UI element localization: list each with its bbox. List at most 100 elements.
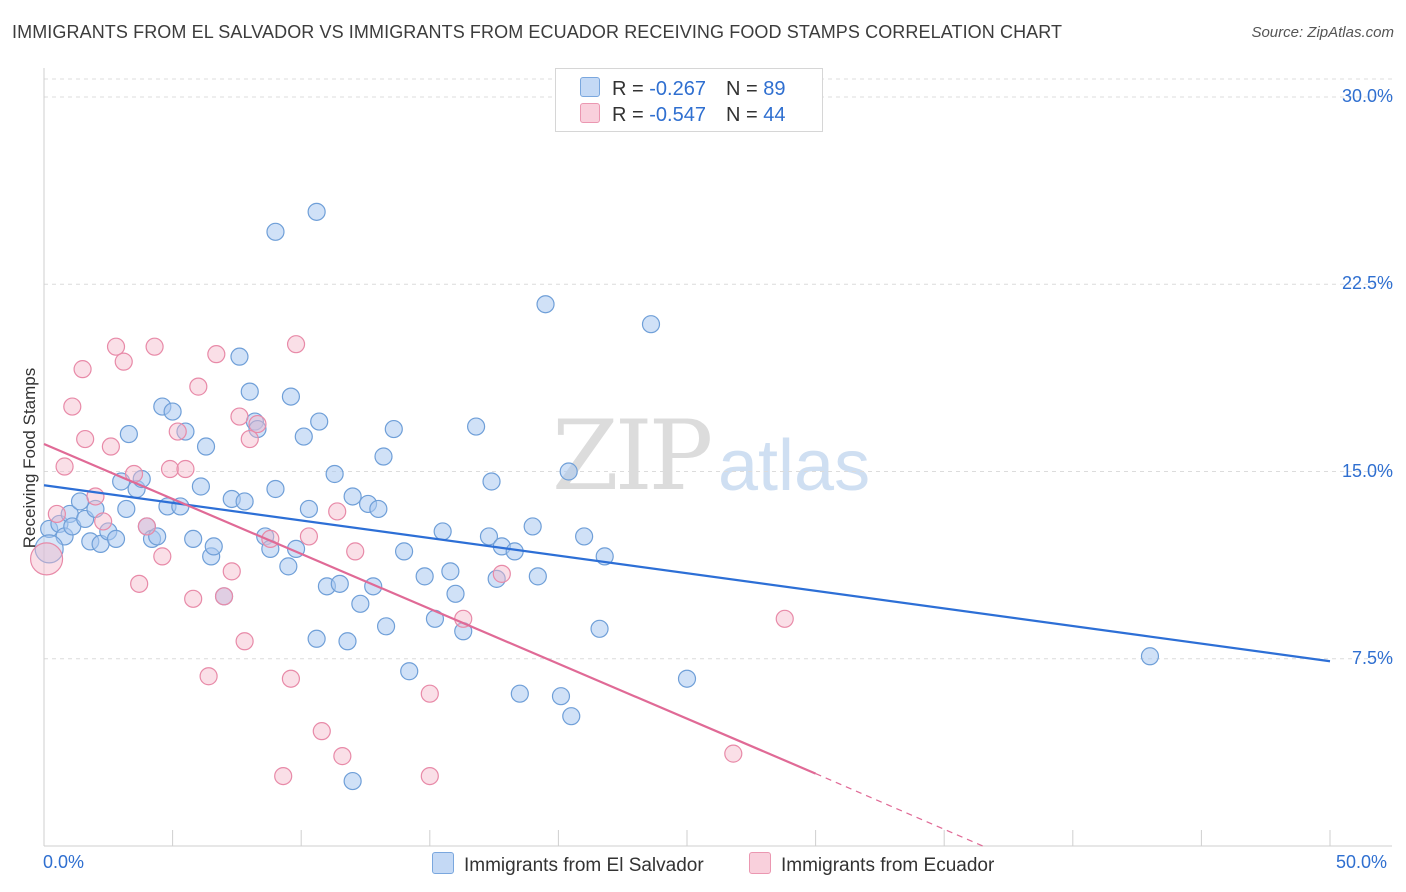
legend-swatch-pink xyxy=(580,103,600,123)
data-point-el-salvador xyxy=(415,567,434,586)
data-point-ecuador xyxy=(240,429,259,449)
data-point-el-salvador xyxy=(551,687,571,706)
data-point-el-salvador xyxy=(376,617,396,636)
data-point-ecuador xyxy=(153,547,172,566)
y-tick-label: 30.0% xyxy=(1341,86,1393,106)
data-point-el-salvador xyxy=(369,499,388,519)
data-point-ecuador xyxy=(55,457,74,476)
y-tick-label: 15.0% xyxy=(1341,460,1393,481)
data-point-el-salvador xyxy=(184,529,203,549)
data-point-el-salvador xyxy=(523,517,542,536)
data-point-el-salvador xyxy=(248,419,267,439)
legend-n-label: N = xyxy=(725,104,764,126)
data-point-el-salvador xyxy=(299,499,319,519)
data-point-el-salvador xyxy=(384,419,403,439)
data-point-ecuador xyxy=(106,337,126,356)
data-point-ecuador xyxy=(73,360,92,379)
data-point-el-salvador xyxy=(266,222,285,241)
x-tick-label-max: 50.0% xyxy=(1336,852,1388,872)
watermark-zip: ZIP xyxy=(552,400,713,512)
data-point-ecuador xyxy=(168,422,187,441)
data-point-el-salvador xyxy=(279,557,298,576)
data-point-el-salvador xyxy=(119,424,138,444)
data-point-ecuador xyxy=(189,377,208,396)
trend-line-ecuador xyxy=(43,443,817,775)
data-point-ecuador xyxy=(328,502,347,521)
data-point-el-salvador xyxy=(196,437,216,456)
data-point-ecuador xyxy=(420,684,439,703)
data-point-el-salvador xyxy=(240,382,259,401)
data-point-el-salvador xyxy=(307,629,326,648)
data-point-el-salvador xyxy=(487,569,506,588)
legend-n-label: N = xyxy=(725,78,764,100)
data-point-ecuador xyxy=(281,669,301,688)
data-point-el-salvador xyxy=(230,347,249,366)
data-point-el-salvador xyxy=(330,574,349,593)
data-point-ecuador xyxy=(145,337,164,356)
data-point-el-salvador xyxy=(677,669,697,688)
bottom-legend-swatch-blue xyxy=(432,852,454,874)
data-point-el-salvador xyxy=(641,315,661,334)
data-point-el-salvador xyxy=(575,527,594,546)
axes xyxy=(43,68,1392,847)
data-point-el-salvador xyxy=(266,479,285,499)
data-point-el-salvador xyxy=(34,534,64,564)
data-point-el-salvador xyxy=(310,412,329,431)
data-point-ecuador xyxy=(76,429,95,449)
y-tick-label: 7.5% xyxy=(1351,647,1393,668)
x-tick-label-min: 0.0% xyxy=(43,852,85,872)
data-point-ecuador xyxy=(29,542,64,576)
data-point-el-salvador xyxy=(351,594,370,613)
data-point-el-salvador xyxy=(394,542,414,561)
data-point-el-salvador xyxy=(106,529,126,549)
data-point-ecuador xyxy=(248,414,267,434)
trend-lines xyxy=(43,443,1331,847)
data-point-el-salvador xyxy=(536,295,555,314)
y-axis-label: Receiving Food Stamps xyxy=(20,367,39,549)
data-point-el-salvador xyxy=(176,422,195,441)
data-point-ecuador xyxy=(114,352,133,371)
bottom-legend-el-salvador: Immigrants from El Salvador xyxy=(432,852,704,877)
data-point-el-salvador xyxy=(204,537,223,556)
data-point-el-salvador xyxy=(466,417,486,436)
data-point-el-salvador xyxy=(562,707,581,726)
legend-r-value: -0.547 xyxy=(649,104,706,126)
data-point-el-salvador xyxy=(338,632,357,651)
correlation-legend: R = -0.267 N = 89 R = -0.547 N = 44 xyxy=(555,68,823,132)
data-point-el-salvador xyxy=(294,427,313,446)
data-point-el-salvador xyxy=(400,662,419,681)
data-point-ecuador xyxy=(130,574,149,593)
legend-row-el-salvador: R = -0.267 N = 89 xyxy=(580,77,785,101)
data-point-ecuador xyxy=(333,747,352,766)
data-point-el-salvador xyxy=(510,684,529,703)
data-point-ecuador xyxy=(160,459,180,479)
data-point-el-salvador xyxy=(343,487,362,506)
data-point-el-salvador xyxy=(70,492,90,511)
data-point-ecuador xyxy=(299,527,319,546)
grid-lines xyxy=(44,78,1392,660)
series-el-salvador-points xyxy=(34,202,1160,791)
y-tick-label: 22.5% xyxy=(1341,273,1393,294)
data-point-ecuador xyxy=(274,766,293,786)
data-point-ecuador xyxy=(346,542,365,561)
data-point-ecuador xyxy=(214,587,234,606)
data-point-el-salvador xyxy=(482,472,501,491)
source-label: Source: ZipAtlas.com xyxy=(1251,24,1394,41)
legend-r-label: R = xyxy=(612,78,650,100)
chart-title: IMMIGRANTS FROM EL SALVADOR VS IMMIGRANT… xyxy=(12,22,1063,42)
data-point-el-salvador xyxy=(433,522,452,541)
legend-r-value: -0.267 xyxy=(649,78,706,100)
series-ecuador-points xyxy=(29,335,794,786)
data-point-ecuador xyxy=(775,609,794,628)
data-point-el-salvador xyxy=(590,619,609,638)
data-point-el-salvador xyxy=(163,402,182,421)
bottom-legend-label-ecuador: Immigrants from Ecuador xyxy=(781,855,995,876)
data-point-el-salvador xyxy=(117,499,136,519)
bottom-legend-label-el-salvador: Immigrants from El Salvador xyxy=(464,855,704,876)
data-point-ecuador xyxy=(222,562,241,581)
data-point-ecuador xyxy=(184,589,203,608)
data-point-el-salvador xyxy=(191,477,210,496)
trend-line-ecuador-extension xyxy=(815,773,984,847)
data-point-el-salvador xyxy=(325,464,344,484)
data-point-ecuador xyxy=(176,459,195,479)
